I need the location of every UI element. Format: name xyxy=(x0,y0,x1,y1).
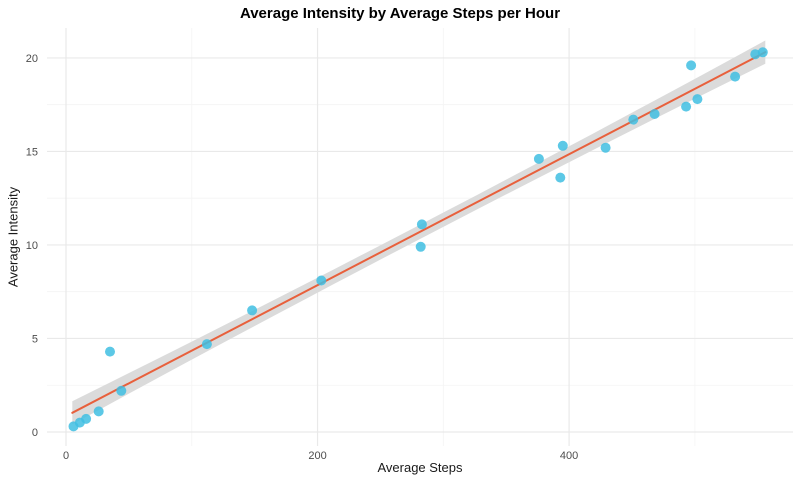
data-point xyxy=(692,94,703,105)
data-point xyxy=(628,114,639,125)
y-tick-label: 15 xyxy=(26,146,38,158)
y-tick-label: 20 xyxy=(26,53,38,65)
data-point xyxy=(247,305,258,316)
data-point xyxy=(105,346,115,357)
y-tick-label: 0 xyxy=(32,427,38,439)
x-tick-label: 400 xyxy=(560,450,578,462)
data-point xyxy=(686,60,697,71)
data-point xyxy=(649,109,660,119)
data-point xyxy=(81,413,92,424)
data-point xyxy=(533,153,544,164)
y-tick-label: 10 xyxy=(26,240,38,252)
chart-title: Average Intensity by Average Steps per H… xyxy=(239,5,561,22)
data-point xyxy=(316,275,327,286)
data-point xyxy=(93,406,104,417)
data-point xyxy=(600,142,611,153)
x-tick-label: 0 xyxy=(63,450,69,462)
data-point xyxy=(116,385,127,396)
regression-line xyxy=(71,51,767,414)
data-point xyxy=(555,172,566,183)
data-point xyxy=(416,219,427,230)
data-point xyxy=(750,49,761,60)
y-tick-label: 5 xyxy=(32,334,38,346)
x-tick-label: 200 xyxy=(308,450,326,462)
data-point xyxy=(757,47,768,58)
data-point xyxy=(681,101,692,112)
x-axis-label: Average Steps xyxy=(377,460,463,475)
data-point xyxy=(415,241,426,252)
data-point xyxy=(201,339,212,350)
data-point xyxy=(557,140,568,151)
data-point xyxy=(730,71,741,82)
